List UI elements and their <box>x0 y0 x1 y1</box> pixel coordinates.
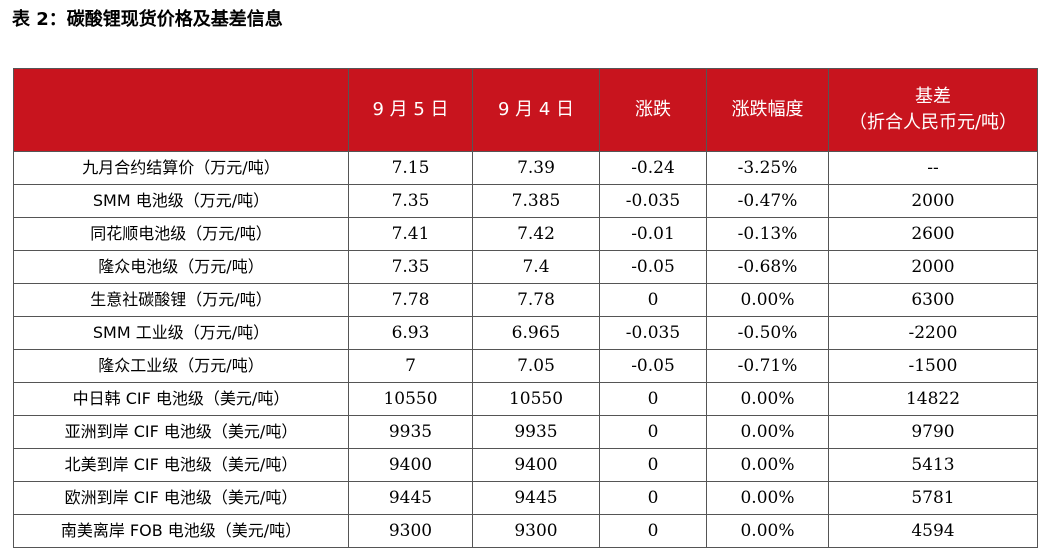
cell-sep5: 10550 <box>348 382 473 416</box>
cell-sep5: 6.93 <box>348 316 473 350</box>
table-row: 九月合约结算价（万元/吨） 7.15 7.39 -0.24 -3.25% -- <box>13 151 1038 185</box>
lithium-carbonate-price-table: 9 月 5 日 9 月 4 日 涨跌 涨跌幅度 基差 （折合人民币元/吨） 九月… <box>13 68 1038 548</box>
cell-sep4: 7.385 <box>472 184 600 218</box>
cell-change: 0 <box>599 415 707 449</box>
cell-basis: -2200 <box>828 316 1038 350</box>
cell-change-pct: 0.00% <box>706 481 829 515</box>
cell-sep4: 7.39 <box>472 151 600 185</box>
cell-basis: 5413 <box>828 448 1038 482</box>
header-row: 9 月 5 日 9 月 4 日 涨跌 涨跌幅度 基差 （折合人民币元/吨） <box>13 68 1038 152</box>
table-row: SMM 工业级（万元/吨） 6.93 6.965 -0.035 -0.50% -2200 <box>13 316 1038 350</box>
cell-change: 0 <box>599 382 707 416</box>
cell-sep4: 7.05 <box>472 349 600 383</box>
cell-change-pct: 0.00% <box>706 448 829 482</box>
cell-change-pct: -0.50% <box>706 316 829 350</box>
cell-name: SMM 电池级（万元/吨） <box>13 184 349 218</box>
cell-basis: 2600 <box>828 217 1038 251</box>
cell-sep4: 9935 <box>472 415 600 449</box>
cell-sep4: 10550 <box>472 382 600 416</box>
cell-name: 亚洲到岸 CIF 电池级（美元/吨） <box>13 415 349 449</box>
header-change-pct: 涨跌幅度 <box>706 68 829 152</box>
cell-change: -0.24 <box>599 151 707 185</box>
table-caption: 表 2：碳酸锂现货价格及基差信息 <box>12 9 283 30</box>
table-row: 隆众电池级（万元/吨） 7.35 7.4 -0.05 -0.68% 2000 <box>13 250 1038 284</box>
cell-change-pct: -0.13% <box>706 217 829 251</box>
cell-change-pct: -0.71% <box>706 349 829 383</box>
cell-sep4: 9300 <box>472 514 600 548</box>
cell-change: -0.01 <box>599 217 707 251</box>
cell-change: 0 <box>599 448 707 482</box>
header-basis-title: 基差 <box>915 86 951 107</box>
cell-basis: -- <box>828 151 1038 185</box>
cell-change: -0.035 <box>599 316 707 350</box>
cell-change-pct: -0.47% <box>706 184 829 218</box>
cell-sep4: 6.965 <box>472 316 600 350</box>
cell-name: 九月合约结算价（万元/吨） <box>13 151 349 185</box>
cell-change-pct: -0.68% <box>706 250 829 284</box>
table-row: SMM 电池级（万元/吨） 7.35 7.385 -0.035 -0.47% 2000 <box>13 184 1038 218</box>
cell-change-pct: 0.00% <box>706 514 829 548</box>
cell-basis: 4594 <box>828 514 1038 548</box>
cell-change-pct: 0.00% <box>706 382 829 416</box>
table-row: 隆众工业级（万元/吨） 7 7.05 -0.05 -0.71% -1500 <box>13 349 1038 383</box>
table-row: 同花顺电池级（万元/吨） 7.41 7.42 -0.01 -0.13% 2600 <box>13 217 1038 251</box>
cell-change: 0 <box>599 283 707 317</box>
cell-change-pct: 0.00% <box>706 283 829 317</box>
header-item <box>13 68 349 152</box>
cell-sep4: 9400 <box>472 448 600 482</box>
table-row: 欧洲到岸 CIF 电池级（美元/吨） 9445 9445 0 0.00% 5781 <box>13 481 1038 515</box>
cell-basis: 2000 <box>828 250 1038 284</box>
table-row: 中日韩 CIF 电池级（美元/吨） 10550 10550 0 0.00% 14822 <box>13 382 1038 416</box>
cell-change: -0.05 <box>599 250 707 284</box>
cell-basis: 6300 <box>828 283 1038 317</box>
cell-basis: -1500 <box>828 349 1038 383</box>
cell-sep4: 7.42 <box>472 217 600 251</box>
cell-sep5: 9400 <box>348 448 473 482</box>
cell-change: 0 <box>599 514 707 548</box>
cell-sep5: 7.41 <box>348 217 473 251</box>
cell-name: 生意社碳酸锂（万元/吨） <box>13 283 349 317</box>
cell-name: 同花顺电池级（万元/吨） <box>13 217 349 251</box>
cell-basis: 9790 <box>828 415 1038 449</box>
cell-name: 欧洲到岸 CIF 电池级（美元/吨） <box>13 481 349 515</box>
table-row: 亚洲到岸 CIF 电池级（美元/吨） 9935 9935 0 0.00% 9790 <box>13 415 1038 449</box>
header-date-sep4: 9 月 4 日 <box>472 68 600 152</box>
table-row: 北美到岸 CIF 电池级（美元/吨） 9400 9400 0 0.00% 5413 <box>13 448 1038 482</box>
cell-sep5: 7.15 <box>348 151 473 185</box>
cell-change: -0.035 <box>599 184 707 218</box>
cell-name: 北美到岸 CIF 电池级（美元/吨） <box>13 448 349 482</box>
table-row: 生意社碳酸锂（万元/吨） 7.78 7.78 0 0.00% 6300 <box>13 283 1038 317</box>
cell-name: SMM 工业级（万元/吨） <box>13 316 349 350</box>
cell-change: -0.05 <box>599 349 707 383</box>
cell-change-pct: -3.25% <box>706 151 829 185</box>
cell-basis: 5781 <box>828 481 1038 515</box>
header-basis: 基差 （折合人民币元/吨） <box>828 68 1038 152</box>
cell-basis: 14822 <box>828 382 1038 416</box>
header-date-sep5: 9 月 5 日 <box>348 68 473 152</box>
cell-name: 中日韩 CIF 电池级（美元/吨） <box>13 382 349 416</box>
cell-sep4: 7.78 <box>472 283 600 317</box>
cell-change-pct: 0.00% <box>706 415 829 449</box>
cell-name: 隆众工业级（万元/吨） <box>13 349 349 383</box>
cell-name: 隆众电池级（万元/吨） <box>13 250 349 284</box>
cell-sep5: 9445 <box>348 481 473 515</box>
cell-change: 0 <box>599 481 707 515</box>
cell-name: 南美离岸 FOB 电池级（美元/吨） <box>13 514 349 548</box>
table-body: 九月合约结算价（万元/吨） 7.15 7.39 -0.24 -3.25% -- SMM 电池… <box>13 151 1038 548</box>
header-change: 涨跌 <box>599 68 707 152</box>
table-row: 南美离岸 FOB 电池级（美元/吨） 9300 9300 0 0.00% 4594 <box>13 514 1038 548</box>
cell-sep5: 7.35 <box>348 250 473 284</box>
cell-sep5: 7.35 <box>348 184 473 218</box>
cell-sep5: 7.78 <box>348 283 473 317</box>
cell-sep4: 7.4 <box>472 250 600 284</box>
cell-sep5: 9300 <box>348 514 473 548</box>
cell-sep5: 9935 <box>348 415 473 449</box>
cell-basis: 2000 <box>828 184 1038 218</box>
cell-sep4: 9445 <box>472 481 600 515</box>
cell-sep5: 7 <box>348 349 473 383</box>
header-basis-unit: （折合人民币元/吨） <box>848 112 1018 133</box>
